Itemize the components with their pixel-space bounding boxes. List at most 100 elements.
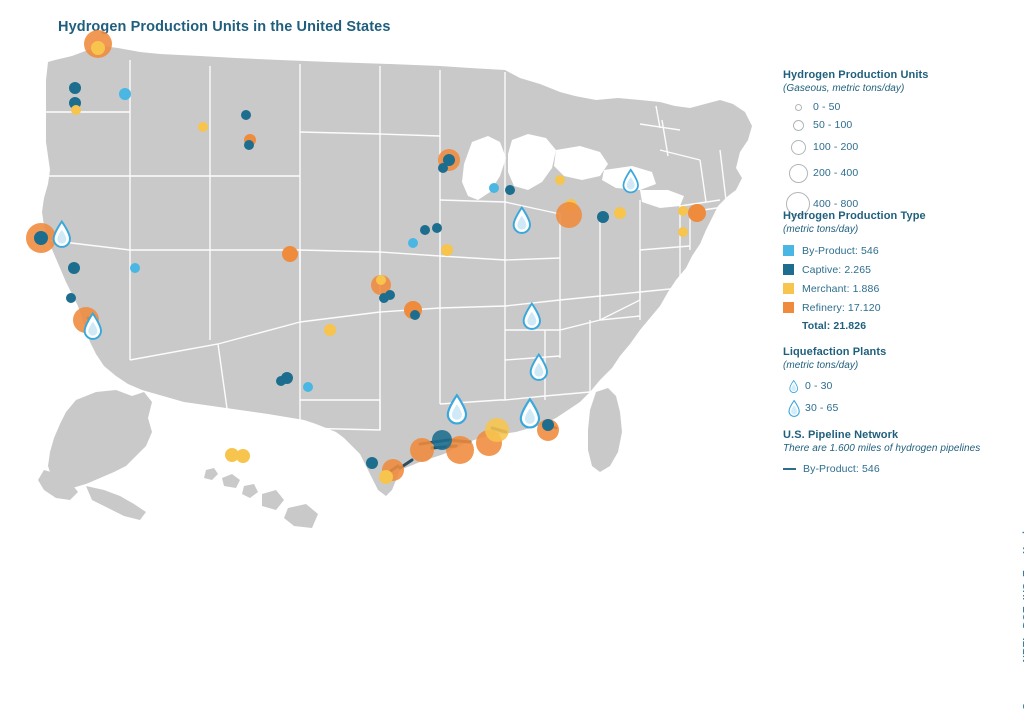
map-point-merchant[interactable] xyxy=(678,227,688,237)
legend-pipeline-subtitle: There are 1.600 miles of hydrogen pipeli… xyxy=(783,443,981,454)
graduated-circle-icon xyxy=(783,103,813,111)
legend-liquefaction-label: 0 - 30 xyxy=(805,380,833,392)
legend-types-subtitle: (metric tons/day) xyxy=(783,224,859,235)
map-point-merchant[interactable] xyxy=(555,175,565,185)
state-borders xyxy=(45,60,731,431)
map-liquefaction-marker[interactable] xyxy=(622,168,639,194)
legend-size-label: 50 - 100 xyxy=(813,119,853,131)
legend-color-swatch xyxy=(783,264,794,275)
legend-size-label: 0 - 50 xyxy=(813,101,841,113)
map-point-merchant[interactable] xyxy=(485,418,509,442)
map-liquefaction-marker[interactable] xyxy=(512,205,531,234)
graduated-circle-icon xyxy=(783,139,813,155)
map-point-refinery[interactable] xyxy=(410,438,434,462)
legend-pipeline-block: U.S. Pipeline Network There are 1.600 mi… xyxy=(783,428,980,475)
graduated-circle-icon xyxy=(783,191,813,216)
legend-pipeline-title: U.S. Pipeline Network xyxy=(783,429,899,441)
map-liquefaction-marker[interactable] xyxy=(519,397,541,429)
map-liquefaction-marker[interactable] xyxy=(529,352,548,381)
legend-units-subtitle: (Gaseous, metric tons/day) xyxy=(783,83,905,94)
legend-type-row: Captive: 2.265 xyxy=(783,260,926,279)
droplet-icon xyxy=(783,399,805,417)
legend-liquefaction-row: 0 - 30 xyxy=(783,376,886,396)
map-point-merchant[interactable] xyxy=(198,122,208,132)
pipeline-line-icon xyxy=(783,468,796,470)
map-point-merchant[interactable] xyxy=(324,324,336,336)
droplet-icon xyxy=(783,379,805,393)
map-point-by-product[interactable] xyxy=(408,238,418,248)
map-point-refinery[interactable] xyxy=(282,246,298,262)
map-point-merchant[interactable] xyxy=(71,105,81,115)
map-point-captive[interactable] xyxy=(379,293,389,303)
legend-pipeline-row: By-Product: 546 xyxy=(783,463,980,475)
page-title: Hydrogen Production Units in the United … xyxy=(58,19,391,35)
legend-color-swatch xyxy=(783,245,794,256)
map-landmass xyxy=(38,46,752,532)
legend-size-row: 50 - 100 xyxy=(783,115,929,135)
map-point-refinery[interactable] xyxy=(556,202,582,228)
map-point-captive[interactable] xyxy=(244,140,254,150)
legend-type-label: Refinery: 17.120 xyxy=(802,301,881,314)
map-point-captive[interactable] xyxy=(69,82,81,94)
legend-types-title: Hydrogen Production Type xyxy=(783,210,926,222)
map-point-captive[interactable] xyxy=(505,185,515,195)
map-point-merchant[interactable] xyxy=(225,448,239,462)
map-point-captive[interactable] xyxy=(432,430,452,450)
map-point-captive[interactable] xyxy=(66,293,76,303)
map-liquefaction-marker[interactable] xyxy=(522,301,541,330)
map-point-captive[interactable] xyxy=(241,110,251,120)
map-point-merchant[interactable] xyxy=(614,207,626,219)
map-point-merchant[interactable] xyxy=(91,41,105,55)
legend-liquefaction-block: Liquefaction Plants (metric tons/day) 0 … xyxy=(783,345,886,420)
map-point-merchant[interactable] xyxy=(379,470,393,484)
map-point-merchant[interactable] xyxy=(678,206,688,216)
map-point-captive[interactable] xyxy=(34,231,48,245)
map-point-captive[interactable] xyxy=(410,310,420,320)
legend-size-row: 100 - 200 xyxy=(783,135,929,159)
map-point-merchant[interactable] xyxy=(441,244,453,256)
graduated-circle-icon xyxy=(783,119,813,131)
legend-size-label: 100 - 200 xyxy=(813,141,859,153)
map-point-refinery[interactable] xyxy=(446,436,474,464)
map-point-captive[interactable] xyxy=(443,154,455,166)
legend-types-block: Hydrogen Production Type (metric tons/da… xyxy=(783,209,926,334)
legend-size-row: 400 - 800 xyxy=(783,187,929,220)
legend-type-row: By-Product: 546 xyxy=(783,241,926,260)
legend-size-label: 200 - 400 xyxy=(813,167,859,179)
map-point-refinery[interactable] xyxy=(688,204,706,222)
map-point-captive[interactable] xyxy=(432,223,442,233)
legend-size-row: 200 - 400 xyxy=(783,159,929,187)
map-liquefaction-marker[interactable] xyxy=(446,393,468,425)
map-point-merchant[interactable] xyxy=(236,449,250,463)
legend-color-swatch xyxy=(783,302,794,313)
map-point-captive[interactable] xyxy=(420,225,430,235)
map-point-by-product[interactable] xyxy=(303,382,313,392)
map-point-captive[interactable] xyxy=(366,457,378,469)
map-point-captive[interactable] xyxy=(68,262,80,274)
map-point-captive[interactable] xyxy=(597,211,609,223)
legend-pipeline-label: By-Product: 546 xyxy=(803,463,880,475)
data-points-layer xyxy=(26,30,706,484)
legend-types-total-row: Total: 21.826 xyxy=(783,317,926,334)
graduated-circle-icon xyxy=(783,163,813,183)
map-point-captive[interactable] xyxy=(438,163,448,173)
legend-liquefaction-label: 30 - 65 xyxy=(805,402,839,414)
legend-liquefaction-title: Liquefaction Plants xyxy=(783,346,887,358)
legend-size-label: 400 - 800 xyxy=(813,197,859,210)
map-liquefaction-marker[interactable] xyxy=(83,311,102,340)
legend-liquefaction-subtitle: (metric tons/day) xyxy=(783,360,859,371)
legend-panel: Hydrogen Production Units (Gaseous, metr… xyxy=(783,0,993,564)
legend-liquefaction-row: 30 - 65 xyxy=(783,396,886,420)
map-point-merchant[interactable] xyxy=(376,275,386,285)
legend-total-label: Total: 21.826 xyxy=(802,319,867,332)
us-map-svg xyxy=(26,30,752,532)
map-point-by-product[interactable] xyxy=(130,263,140,273)
map-point-by-product[interactable] xyxy=(489,183,499,193)
map-point-captive[interactable] xyxy=(276,376,286,386)
map-point-by-product[interactable] xyxy=(119,88,131,100)
legend-color-swatch xyxy=(783,283,794,294)
map-point-captive[interactable] xyxy=(542,419,554,431)
map-canvas[interactable] xyxy=(0,0,775,564)
map-liquefaction-marker[interactable] xyxy=(52,219,71,248)
